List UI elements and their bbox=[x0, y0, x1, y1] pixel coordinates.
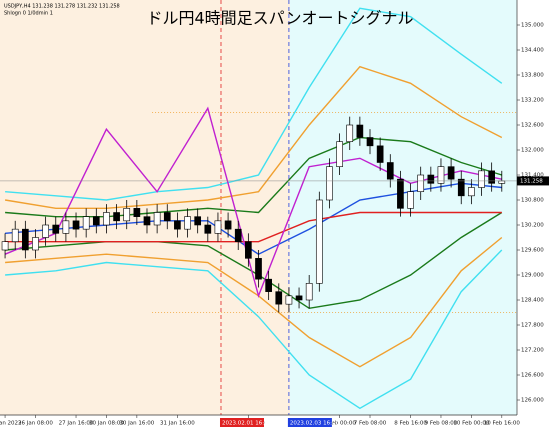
candle-body bbox=[123, 208, 131, 222]
candle-body bbox=[194, 216, 202, 226]
y-tick-label: 133.200 bbox=[521, 98, 544, 104]
candle-body bbox=[447, 166, 455, 180]
candle-body bbox=[478, 170, 485, 188]
y-tick-label: 130.200 bbox=[521, 223, 544, 229]
candle-body bbox=[42, 224, 49, 238]
y-tick-label: 128.400 bbox=[521, 298, 544, 304]
plot bbox=[0, 0, 517, 415]
current-price-box bbox=[517, 176, 549, 186]
y-tick-label: 133.800 bbox=[521, 73, 544, 79]
candle-body bbox=[386, 162, 394, 180]
candle-body bbox=[11, 228, 19, 242]
candle-body bbox=[437, 166, 445, 184]
candle-body bbox=[326, 166, 333, 201]
candle-body bbox=[397, 178, 404, 209]
y-tick-label: 135.000 bbox=[521, 23, 544, 29]
candle-body bbox=[417, 174, 425, 192]
candle-body bbox=[285, 295, 293, 305]
x-tick-label: 7 Feb 08:00 bbox=[354, 421, 387, 427]
x-tick-label: 25 Jan 2023 bbox=[0, 421, 22, 427]
candle-body bbox=[82, 216, 90, 230]
y-tick-label: 126.000 bbox=[521, 398, 544, 404]
candle-body bbox=[72, 220, 80, 230]
indicator-line bbox=[5, 136, 503, 218]
candle-body bbox=[32, 237, 39, 251]
marker-label: 2023.02.01 16:00 bbox=[222, 421, 272, 427]
candle-body bbox=[143, 216, 151, 226]
candle-body bbox=[184, 216, 191, 230]
x-tick-label: 8 Feb 16:00 bbox=[394, 421, 427, 427]
y-tick-label: 129.600 bbox=[521, 248, 544, 254]
candle-body bbox=[103, 212, 110, 226]
indicator-line bbox=[5, 249, 503, 410]
x-tick-label: 10 Feb 16:00 bbox=[484, 421, 521, 427]
candle-body bbox=[498, 180, 506, 184]
x-tick-label: 31 Jan 16:00 bbox=[160, 421, 195, 427]
past-zone bbox=[0, 0, 290, 415]
candle-body bbox=[113, 212, 120, 222]
candle-body bbox=[214, 220, 222, 234]
indicator-line bbox=[5, 7, 503, 201]
candle-body bbox=[427, 174, 435, 184]
candle-body bbox=[457, 178, 465, 197]
y-tick-label: 127.800 bbox=[521, 323, 544, 329]
candle-body bbox=[163, 212, 171, 222]
marker-label-box bbox=[219, 418, 264, 427]
candle-body bbox=[224, 220, 232, 230]
candle-body bbox=[234, 228, 242, 242]
candle-body bbox=[92, 216, 100, 226]
candle-body bbox=[153, 212, 161, 226]
indicator-line bbox=[4, 65, 503, 209]
chart-title: ドル円4時間足スパンオートシグナル bbox=[147, 9, 414, 28]
candle-body bbox=[376, 145, 384, 163]
candle-body bbox=[265, 278, 272, 292]
marker-label-box bbox=[287, 418, 332, 427]
subheader: Shlogn 0 1/0dmin 1 bbox=[4, 11, 53, 17]
candle-body bbox=[356, 124, 364, 138]
candle-body bbox=[52, 224, 60, 234]
y-tick-label: 134.400 bbox=[521, 48, 544, 54]
x-tick-label: 26 Jan 08:00 bbox=[18, 421, 53, 427]
y-tick-label: 127.200 bbox=[521, 348, 544, 354]
y-tick-label: 132.600 bbox=[521, 123, 544, 129]
candle-body bbox=[1, 241, 9, 251]
candle-body bbox=[346, 124, 354, 142]
candle-body bbox=[295, 295, 303, 301]
candle-body bbox=[133, 208, 141, 217]
x-tick-label: 10 Feb 00:00 bbox=[453, 421, 490, 427]
x-tick-label: 9 Feb 08:00 bbox=[425, 421, 458, 427]
y-tick-label: 131.400 bbox=[521, 173, 544, 179]
candle-body bbox=[305, 283, 313, 301]
candle-body bbox=[245, 241, 252, 259]
current-price-label: 131.258 bbox=[520, 178, 543, 184]
x-tick-label: 30 Jan 08:00 bbox=[89, 421, 124, 427]
y-tick-label: 130.800 bbox=[521, 198, 544, 204]
candle-body bbox=[174, 220, 181, 230]
indicator-line bbox=[4, 106, 502, 299]
marker-label: 2023.02.03 16:00 bbox=[290, 421, 340, 427]
x-tick-label: 6 Feb 00:00 bbox=[323, 421, 356, 427]
candle-body bbox=[255, 258, 262, 280]
candle-body bbox=[62, 220, 70, 234]
y-tick-label: 129.000 bbox=[521, 273, 544, 279]
candle-body bbox=[488, 170, 495, 184]
x-tick-label: 27 Jan 16:00 bbox=[59, 421, 94, 427]
y-tick-label: 132.000 bbox=[521, 148, 544, 154]
candle-body bbox=[22, 228, 29, 251]
candle-body bbox=[336, 141, 343, 167]
candle-body bbox=[366, 137, 374, 147]
candle-body bbox=[407, 191, 414, 209]
header: USDJPY,H4 131.238 131.278 131.232 131.25… bbox=[4, 4, 120, 10]
candle-body bbox=[315, 199, 323, 284]
x-tick-label: 30 Jan 16:00 bbox=[119, 421, 154, 427]
candle-body bbox=[275, 291, 283, 305]
y-tick-label: 126.600 bbox=[521, 373, 544, 379]
candle-body bbox=[468, 187, 475, 197]
candle-body bbox=[204, 224, 212, 234]
indicator-line bbox=[5, 211, 502, 243]
